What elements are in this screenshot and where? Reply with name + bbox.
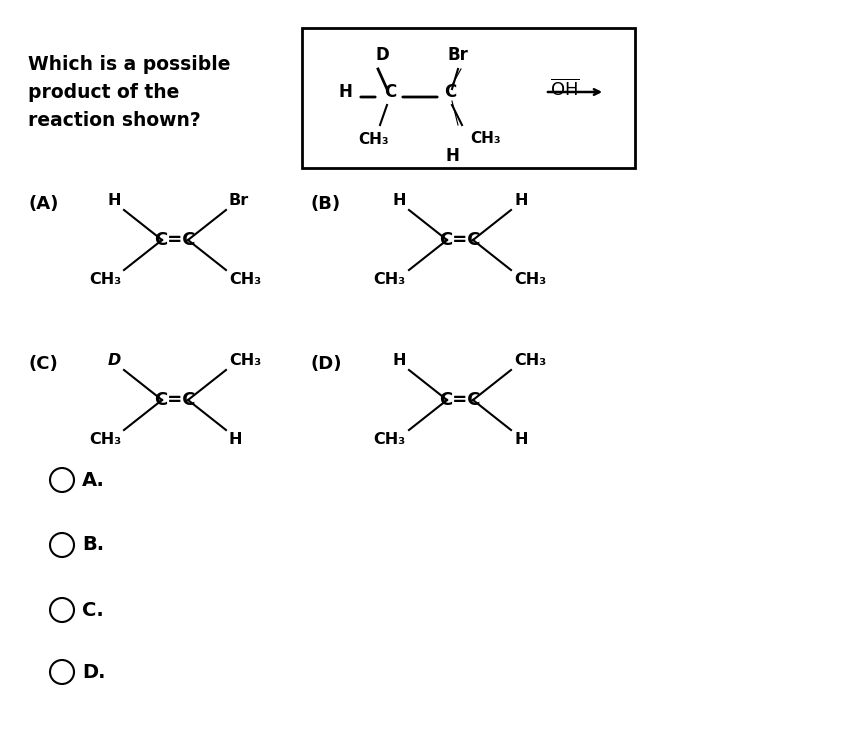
- Text: CH₃: CH₃: [470, 131, 500, 146]
- Bar: [302, 28, 635, 168]
- Text: D.: D.: [82, 662, 106, 681]
- Text: H: H: [338, 83, 352, 101]
- Text: H: H: [514, 193, 528, 208]
- Text: C=C: C=C: [154, 231, 196, 249]
- Text: $\overline{\mathrm{OH}}$: $\overline{\mathrm{OH}}$: [550, 79, 580, 100]
- Text: C=C: C=C: [154, 391, 196, 409]
- Text: CH₃: CH₃: [229, 272, 261, 287]
- Text: H: H: [392, 193, 406, 208]
- Text: (C): (C): [28, 355, 57, 373]
- Text: H: H: [229, 432, 243, 447]
- Text: product of the: product of the: [28, 83, 179, 102]
- Text: A.: A.: [82, 471, 105, 490]
- Text: CH₃: CH₃: [359, 132, 390, 147]
- Text: CH₃: CH₃: [229, 353, 261, 368]
- Text: (B): (B): [310, 195, 340, 213]
- Text: CH₃: CH₃: [374, 432, 406, 447]
- Text: reaction shown?: reaction shown?: [28, 111, 201, 130]
- Text: CH₃: CH₃: [514, 353, 547, 368]
- Text: D: D: [108, 353, 121, 368]
- Text: CH₃: CH₃: [88, 432, 121, 447]
- Text: B.: B.: [82, 536, 104, 555]
- Text: H: H: [514, 432, 528, 447]
- Text: C=C: C=C: [439, 231, 480, 249]
- Text: D: D: [375, 46, 389, 64]
- Text: Br: Br: [229, 193, 250, 208]
- Text: CH₃: CH₃: [374, 272, 406, 287]
- Text: H: H: [445, 147, 459, 165]
- Text: Which is a possible: Which is a possible: [28, 55, 231, 74]
- Text: CH₃: CH₃: [88, 272, 121, 287]
- Text: CH₃: CH₃: [514, 272, 547, 287]
- Text: C: C: [444, 83, 456, 101]
- Text: (D): (D): [310, 355, 341, 373]
- Text: H: H: [107, 193, 121, 208]
- Text: Br: Br: [448, 46, 468, 64]
- Text: H: H: [392, 353, 406, 368]
- Text: (A): (A): [28, 195, 58, 213]
- Text: C: C: [384, 83, 396, 101]
- Text: C.: C.: [82, 600, 104, 619]
- Text: C=C: C=C: [439, 391, 480, 409]
